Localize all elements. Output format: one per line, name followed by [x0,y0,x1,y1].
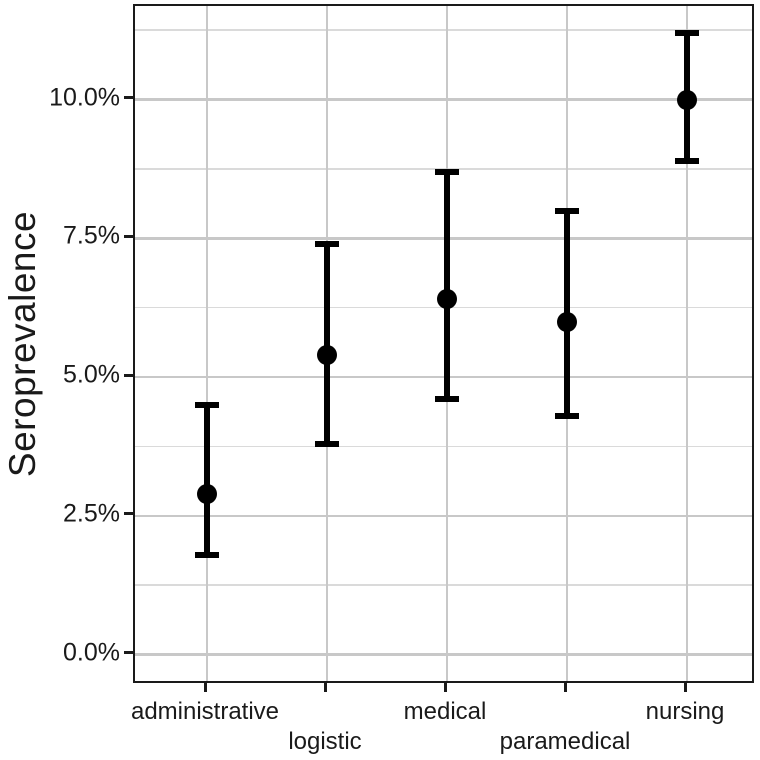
error-bar-cap-bottom [195,551,219,558]
gridline-major-vertical [205,6,209,681]
gridline-major [135,98,752,101]
gridline-major [135,514,752,517]
error-bar-line [444,171,450,400]
x-tick-label: logistic [288,728,362,755]
y-tick-label: 0.0% [63,638,120,666]
error-bar-line [324,243,330,444]
error-bar-cap-bottom [315,440,339,447]
x-axis-tick [203,683,207,692]
x-axis-tick [443,683,447,692]
plot-panel [133,4,754,683]
point-estimate [197,483,217,504]
x-tick-label: administrative [130,698,280,725]
y-axis-tick [124,512,133,516]
y-axis-tick [124,651,133,654]
x-tick-label: medical [403,698,487,725]
x-tick-label: paramedical [499,728,631,755]
error-bar-cap-top [195,401,219,408]
point-estimate [437,289,457,310]
x-axis-tick [683,683,687,692]
y-axis-tick [124,373,133,377]
point-estimate [557,311,577,332]
gridline-major [135,237,752,240]
y-axis-title: Seroprevalence [2,210,43,478]
x-axis-tick [563,683,567,692]
error-bar-cap-top [315,240,339,247]
error-bar-cap-top [675,29,699,36]
y-tick-label: 2.5% [63,499,120,528]
y-axis-tick [124,234,133,238]
y-tick-label: 5.0% [63,360,120,389]
gridline-minor [135,29,752,31]
y-tick-label: 7.5% [63,221,120,250]
x-axis-tick [323,683,327,692]
error-bar-cap-bottom [675,157,699,164]
y-axis-tick [124,96,133,99]
x-tick-label: nursing [645,698,725,725]
gridline-minor [135,445,752,448]
gridline-major [135,375,752,379]
gridline-major [135,653,752,656]
point-estimate [677,89,697,110]
error-bar-cap-top [435,168,459,175]
error-bar-cap-top [555,207,579,214]
point-estimate [317,344,337,365]
error-bar-line [204,404,210,555]
gridline-minor [135,584,752,586]
gridline-major-vertical [685,6,689,681]
error-bar-cap-bottom [435,396,459,403]
y-tick-label: 10.0% [49,83,120,111]
error-bar-cap-bottom [555,412,579,419]
